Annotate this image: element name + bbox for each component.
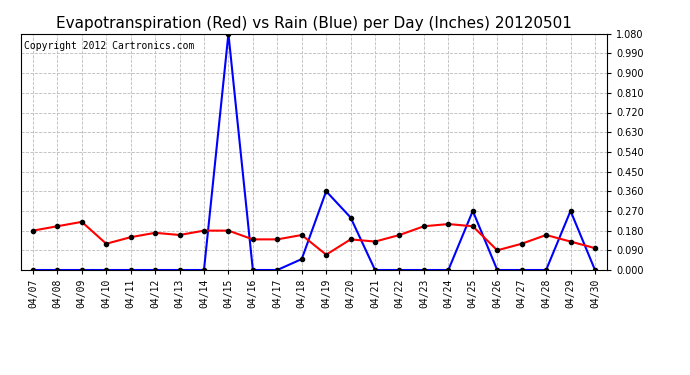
Text: Copyright 2012 Cartronics.com: Copyright 2012 Cartronics.com — [23, 41, 194, 51]
Title: Evapotranspiration (Red) vs Rain (Blue) per Day (Inches) 20120501: Evapotranspiration (Red) vs Rain (Blue) … — [56, 16, 572, 31]
